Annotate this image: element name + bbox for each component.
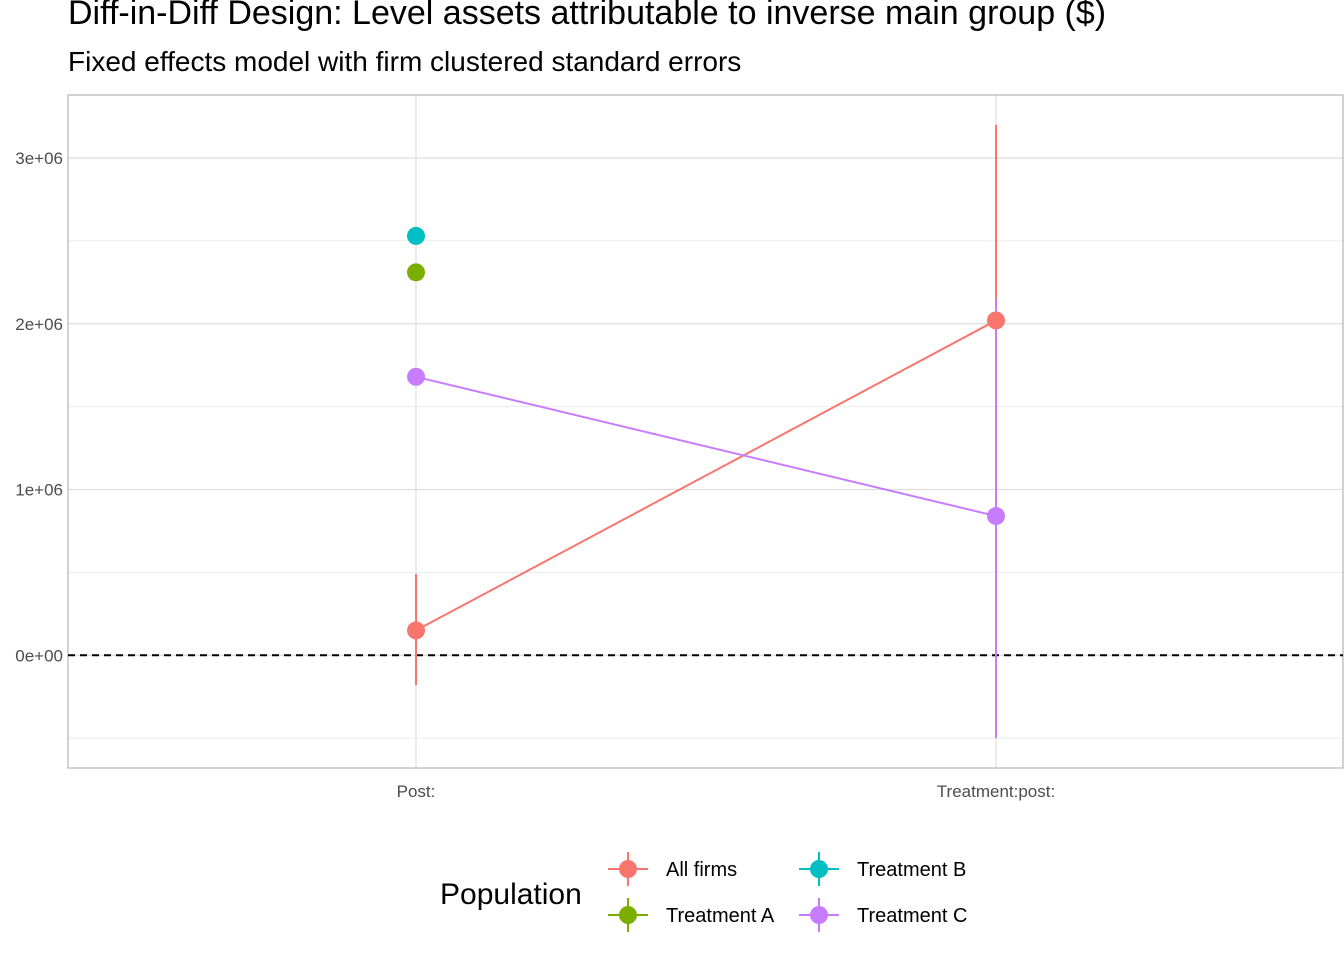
x-tick-label: Post: — [397, 782, 436, 801]
y-tick-label: 2e+06 — [15, 315, 63, 334]
y-tick-label: 3e+06 — [15, 149, 63, 168]
legend-title: Population — [440, 878, 582, 911]
legend-item-treatment-a: Treatment A — [608, 898, 775, 932]
legend-key-point — [619, 906, 637, 924]
data-point-treatment-c — [987, 507, 1005, 526]
y-tick-label: 0e+00 — [15, 646, 63, 665]
y-tick-label: 1e+06 — [15, 481, 63, 500]
series-line-all-firms — [415, 319, 997, 632]
legend-item-all-firms: All firms — [608, 852, 737, 886]
legend-key-point — [810, 860, 828, 878]
data-point-treatment-b — [407, 226, 425, 245]
legend-label: Treatment B — [857, 859, 966, 881]
data-point-all-firms — [407, 621, 425, 640]
data-point-treatment-c — [407, 367, 425, 386]
plot-panel — [68, 95, 1343, 768]
data-point-all-firms — [987, 311, 1005, 330]
legend-label: Treatment C — [857, 905, 967, 927]
data-point-treatment-a — [407, 263, 425, 282]
legend-key-point — [810, 906, 828, 924]
chart-title: Diff-in-Diff Design: Level assets attrib… — [68, 0, 1107, 32]
x-tick-label: Treatment:post: — [937, 782, 1055, 801]
legend-item-treatment-c: Treatment C — [799, 898, 967, 932]
series-line-treatment-c — [415, 375, 997, 518]
legend-label: Treatment A — [666, 905, 775, 927]
legend-label: All firms — [666, 859, 737, 881]
legend-item-treatment-b: Treatment B — [799, 852, 966, 886]
plot-border — [67, 94, 1344, 769]
chart-subtitle: Fixed effects model with firm clustered … — [68, 46, 742, 77]
legend-key-point — [619, 860, 637, 878]
